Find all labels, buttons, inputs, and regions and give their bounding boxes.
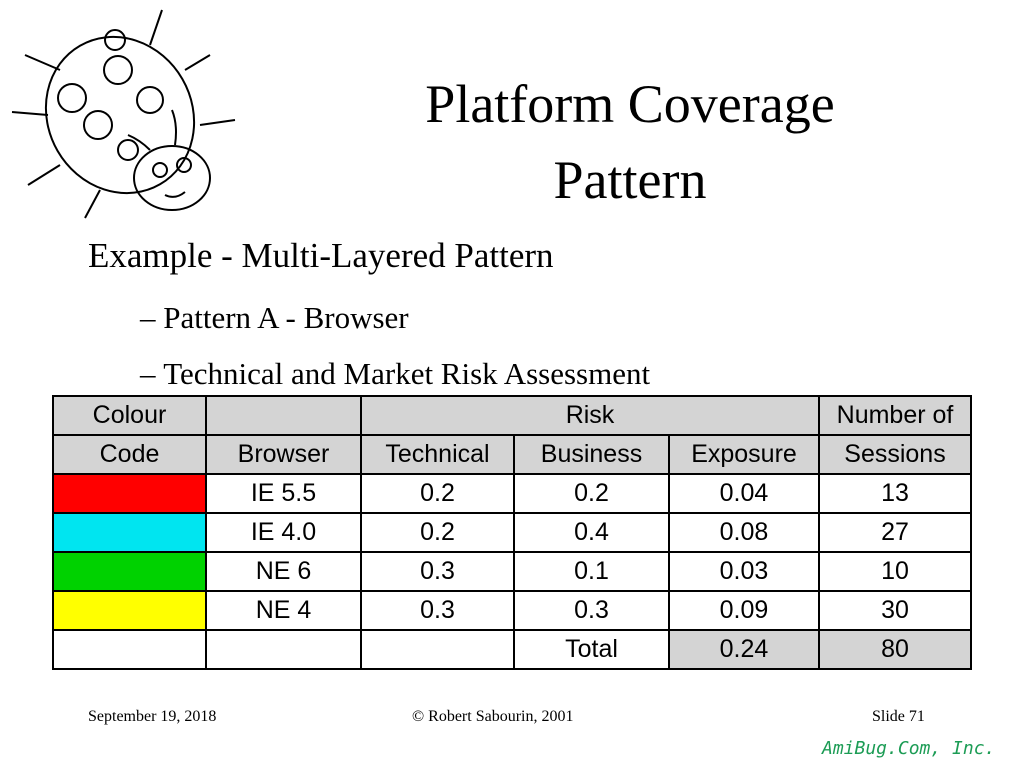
table-cell: IE 5.5 xyxy=(205,473,362,514)
table-cell: 0.09 xyxy=(668,590,820,631)
risk-table: Colour Risk Number of Code Browser Techn… xyxy=(52,395,972,670)
table-cell xyxy=(205,629,362,670)
table-cell: NE 4 xyxy=(205,590,362,631)
table-cell: 13 xyxy=(818,473,972,514)
table-cell: 27 xyxy=(818,512,972,553)
table-cell: 0.08 xyxy=(668,512,820,553)
sub-bullet: Technical and Market Risk Assessment xyxy=(140,356,650,392)
table-cell: 80 xyxy=(818,629,972,670)
footer-copyright: © Robert Sabourin, 2001 xyxy=(412,708,574,725)
header-cell: Risk xyxy=(360,395,820,436)
table-cell: 0.24 xyxy=(668,629,820,670)
total-row: Total 0.24 80 xyxy=(52,629,972,670)
table-cell: 0.04 xyxy=(668,473,820,514)
header-cell: Number of xyxy=(818,395,972,436)
header-cell: Code xyxy=(52,434,207,475)
header-cell xyxy=(205,395,362,436)
table-cell: Total xyxy=(513,629,670,670)
table-row: NE 6 0.3 0.1 0.03 10 xyxy=(52,551,972,592)
table-cell: 0.2 xyxy=(513,473,670,514)
header-cell: Sessions xyxy=(818,434,972,475)
table-cell: 0.2 xyxy=(360,512,515,553)
colour-swatch xyxy=(52,473,207,514)
ladybug-illustration xyxy=(11,9,236,219)
table-cell: 0.2 xyxy=(360,473,515,514)
sub-bullet: Pattern A - Browser xyxy=(140,300,408,336)
table-cell: 30 xyxy=(818,590,972,631)
table-cell: 0.3 xyxy=(360,551,515,592)
table-cell: 0.4 xyxy=(513,512,670,553)
table-cell xyxy=(52,629,207,670)
table-row: IE 5.5 0.2 0.2 0.04 13 xyxy=(52,473,972,514)
bullet: Example - Multi-Layered Pattern xyxy=(88,236,554,275)
header-cell: Technical xyxy=(360,434,515,475)
brand: AmiBug.Com, Inc. xyxy=(822,738,996,759)
table-cell: 0.3 xyxy=(360,590,515,631)
slide-title: Platform Coverage Pattern xyxy=(425,74,835,210)
table-cell: 0.1 xyxy=(513,551,670,592)
header-cell: Browser xyxy=(205,434,362,475)
table-cell: 10 xyxy=(818,551,972,592)
table-cell xyxy=(360,629,515,670)
table-row: IE 4.0 0.2 0.4 0.08 27 xyxy=(52,512,972,553)
colour-swatch xyxy=(52,590,207,631)
table-cell: 0.3 xyxy=(513,590,670,631)
header-cell: Colour xyxy=(52,395,207,436)
table-row: NE 4 0.3 0.3 0.09 30 xyxy=(52,590,972,631)
footer-slide-number: Slide 71 xyxy=(872,708,925,725)
colour-swatch xyxy=(52,551,207,592)
colour-swatch xyxy=(52,512,207,553)
table-cell: NE 6 xyxy=(205,551,362,592)
header-cell: Business xyxy=(513,434,670,475)
footer-date: September 19, 2018 xyxy=(88,708,217,725)
table-cell: IE 4.0 xyxy=(205,512,362,553)
table-cell: 0.03 xyxy=(668,551,820,592)
header-cell: Exposure xyxy=(668,434,820,475)
